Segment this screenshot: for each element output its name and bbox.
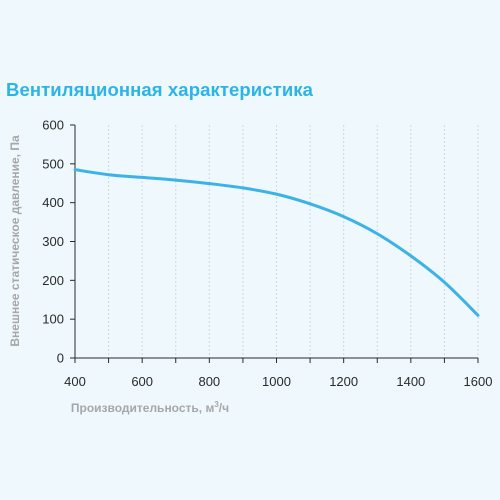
x-axis-label-superscript: 3	[214, 400, 219, 409]
y-tick-label: 100	[42, 312, 64, 327]
x-axis-label: Производительность, м3/ч	[71, 400, 229, 415]
x-tick-label: 600	[131, 374, 153, 389]
y-tick-label: 300	[42, 234, 64, 249]
x-tick-label: 1000	[262, 374, 291, 389]
x-tick-label: 1600	[464, 374, 493, 389]
y-axis-label: Внешнее статическое давление, Па	[8, 135, 22, 347]
y-tick-label: 600	[42, 118, 64, 133]
x-tick-label: 1400	[396, 374, 425, 389]
y-tick-label: 500	[42, 156, 64, 171]
axes	[70, 124, 479, 363]
x-tick-label: 400	[64, 374, 86, 389]
x-tick-label: 800	[198, 374, 220, 389]
y-tick-label: 200	[42, 273, 64, 288]
x-axis-label-main: Производительность, м	[71, 401, 215, 415]
y-tick-label: 0	[57, 351, 64, 366]
tick-labels: 0 100 200 300 400 500 600 400 600 800 1000 1200 1400…	[42, 118, 492, 390]
grid-lines	[108, 125, 479, 358]
x-axis-label-suffix: /ч	[219, 401, 229, 415]
x-tick-label: 1200	[329, 374, 358, 389]
series-lines	[73, 168, 480, 317]
series-line	[73, 168, 480, 317]
chart-title: Вентиляционная характеристика	[6, 79, 314, 100]
y-tick-label: 400	[42, 195, 64, 210]
